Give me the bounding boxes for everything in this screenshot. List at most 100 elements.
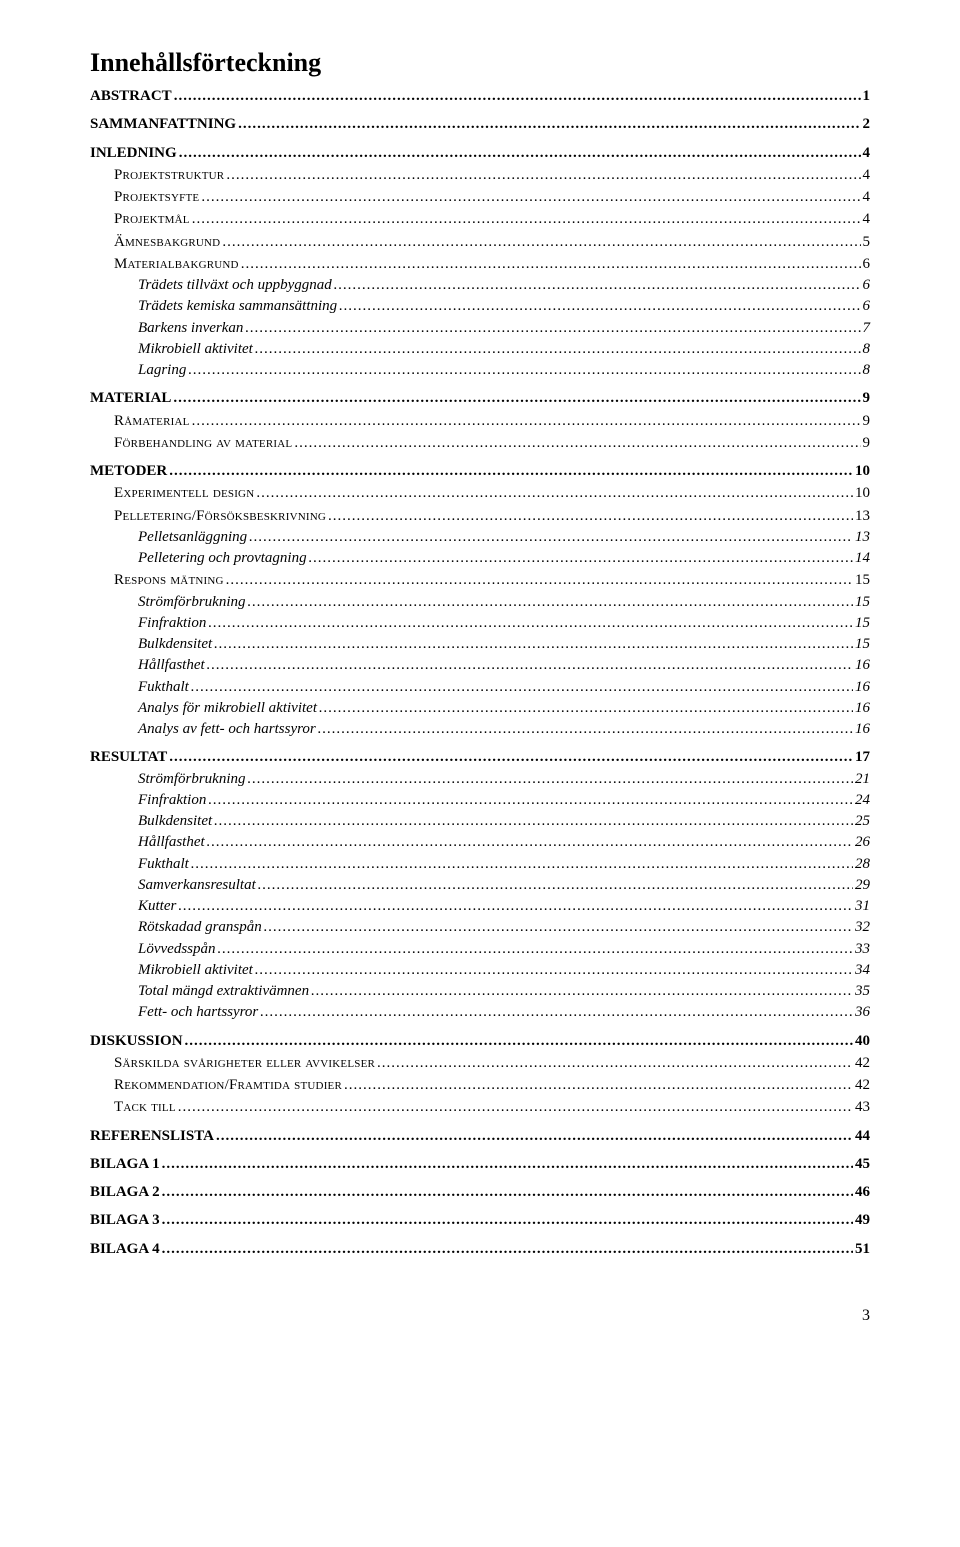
toc-leader-dots (216, 1126, 853, 1146)
toc-entry[interactable]: Bulkdensitet15 (90, 634, 870, 654)
toc-leader-dots (188, 360, 860, 380)
toc-entry-page: 15 (855, 570, 870, 590)
toc-entry[interactable]: Fukthalt16 (90, 677, 870, 697)
toc-entry[interactable]: Projektstruktur4 (90, 165, 870, 185)
toc-leader-dots (207, 832, 853, 852)
toc-entry[interactable]: Kutter 31 (90, 896, 870, 916)
toc-entry[interactable]: Samverkansresultat29 (90, 875, 870, 895)
toc-leader-dots (241, 254, 861, 274)
toc-entry-label: Kutter (138, 896, 176, 916)
toc-leader-dots (173, 388, 860, 408)
toc-entry[interactable]: Projektsyfte4 (90, 187, 870, 207)
toc-leader-dots (309, 548, 853, 568)
toc-entry-label: Trädets tillväxt och uppbyggnad (138, 275, 332, 295)
toc-entry[interactable]: REFERENSLISTA44 (90, 1126, 870, 1146)
toc-entry-page: 34 (855, 960, 870, 980)
toc-entry[interactable]: Pelletsanläggning13 (90, 527, 870, 547)
toc-leader-dots (208, 613, 853, 633)
toc-entry-page: 8 (863, 360, 871, 380)
toc-entry[interactable]: Fukthalt28 (90, 854, 870, 874)
toc-leader-dots (344, 1075, 853, 1095)
toc-entry[interactable]: Hållfasthet16 (90, 655, 870, 675)
toc-leader-dots (214, 811, 853, 831)
toc-entry-label: Fukthalt (138, 854, 189, 874)
toc-entry-label: Ämnesbakgrund (114, 232, 220, 252)
toc-entry-label: Samverkansresultat (138, 875, 256, 895)
toc-entry-page: 42 (855, 1075, 870, 1095)
toc-entry[interactable]: BILAGA 349 (90, 1210, 870, 1230)
toc-entry[interactable]: Råmaterial9 (90, 411, 870, 431)
toc-entry[interactable]: Strömförbrukning21 (90, 769, 870, 789)
toc-entry[interactable]: Hållfasthet26 (90, 832, 870, 852)
toc-entry-label: Projektstruktur (114, 165, 224, 185)
toc-entry[interactable]: Materialbakgrund 6 (90, 254, 870, 274)
toc-entry[interactable]: Mikrobiell aktivitet8 (90, 339, 870, 359)
toc-entry[interactable]: Lagring8 (90, 360, 870, 380)
toc-entry[interactable]: Trädets tillväxt och uppbyggnad6 (90, 275, 870, 295)
toc-entry[interactable]: INLEDNING4 (90, 143, 870, 163)
toc-entry[interactable]: Lövvedsspån33 (90, 939, 870, 959)
toc-entry-label: Särskilda svårigheter eller avvikelser (114, 1053, 375, 1073)
toc-page: Innehållsförteckning ABSTRACT1SAMMANFATT… (0, 0, 960, 1385)
toc-entry[interactable]: Strömförbrukning15 (90, 592, 870, 612)
toc-entry[interactable]: Pelletering och provtagning14 (90, 548, 870, 568)
toc-entry[interactable]: Experimentell design10 (90, 483, 870, 503)
toc-entry-label: Respons mätning (114, 570, 224, 590)
toc-entry[interactable]: Projektmål4 (90, 209, 870, 229)
toc-entry-label: Förbehandling av material (114, 433, 292, 453)
toc-entry-label: Barkens inverkan (138, 318, 243, 338)
toc-entry[interactable]: Barkens inverkan7 (90, 318, 870, 338)
toc-entry[interactable]: Analys för mikrobiell aktivitet16 (90, 698, 870, 718)
toc-entry[interactable]: Total mängd extraktivämnen35 (90, 981, 870, 1001)
toc-entry[interactable]: Rötskadad granspån32 (90, 917, 870, 937)
toc-entry-page: 31 (855, 896, 870, 916)
toc-entry[interactable]: Tack till43 (90, 1097, 870, 1117)
toc-entry[interactable]: Mikrobiell aktivitet34 (90, 960, 870, 980)
toc-leader-dots (258, 875, 853, 895)
toc-entry-label: Fukthalt (138, 677, 189, 697)
toc-entry[interactable]: Särskilda svårigheter eller avvikelser42 (90, 1053, 870, 1073)
toc-entry-page: 24 (855, 790, 870, 810)
toc-leader-dots (162, 1182, 853, 1202)
toc-entry-page: 45 (855, 1154, 870, 1174)
toc-entry[interactable]: BILAGA 145 (90, 1154, 870, 1174)
toc-entry-page: 16 (855, 655, 870, 675)
toc-entry[interactable]: DISKUSSION40 (90, 1031, 870, 1051)
toc-entry-page: 13 (855, 527, 870, 547)
toc-entry[interactable]: SAMMANFATTNING2 (90, 114, 870, 134)
toc-entry-page: 40 (855, 1031, 870, 1051)
toc-entry[interactable]: Pelletering/Försöksbeskrivning13 (90, 506, 870, 526)
toc-leader-dots (226, 165, 860, 185)
toc-entry[interactable]: Finfraktion24 (90, 790, 870, 810)
toc-entry-page: 16 (855, 698, 870, 718)
toc-entry[interactable]: Rekommendation/Framtida studier42 (90, 1075, 870, 1095)
toc-entry[interactable]: MATERIAL9 (90, 388, 870, 408)
toc-entry-page: 46 (855, 1182, 870, 1202)
toc-entry-page: 6 (863, 296, 871, 316)
toc-entry[interactable]: METODER10 (90, 461, 870, 481)
toc-leader-dots (192, 411, 861, 431)
toc-entry[interactable]: Trädets kemiska sammansättning6 (90, 296, 870, 316)
toc-entry[interactable]: Finfraktion15 (90, 613, 870, 633)
toc-entry[interactable]: ABSTRACT1 (90, 86, 870, 106)
toc-entry-page: 35 (855, 981, 870, 1001)
toc-entry-label: REFERENSLISTA (90, 1126, 214, 1146)
toc-entry-page: 32 (855, 917, 870, 937)
toc-entry[interactable]: BILAGA 451 (90, 1239, 870, 1259)
toc-entry-page: 4 (863, 187, 871, 207)
toc-entry-page: 14 (855, 548, 870, 568)
toc-entry[interactable]: Fett- och hartssyror36 (90, 1002, 870, 1022)
toc-entry-label: Experimentell design (114, 483, 254, 503)
toc-leader-dots (328, 506, 853, 526)
toc-entry-page: 6 (863, 254, 871, 274)
toc-entry[interactable]: Analys av fett- och hartssyror16 (90, 719, 870, 739)
toc-leader-dots (334, 275, 861, 295)
toc-entry[interactable]: Ämnesbakgrund5 (90, 232, 870, 252)
toc-entry-label: Materialbakgrund (114, 254, 239, 274)
toc-entry-page: 16 (855, 719, 870, 739)
toc-entry[interactable]: Respons mätning 15 (90, 570, 870, 590)
toc-entry[interactable]: Förbehandling av material9 (90, 433, 870, 453)
toc-entry[interactable]: Bulkdensitet25 (90, 811, 870, 831)
toc-entry[interactable]: RESULTAT17 (90, 747, 870, 767)
toc-entry[interactable]: BILAGA 246 (90, 1182, 870, 1202)
